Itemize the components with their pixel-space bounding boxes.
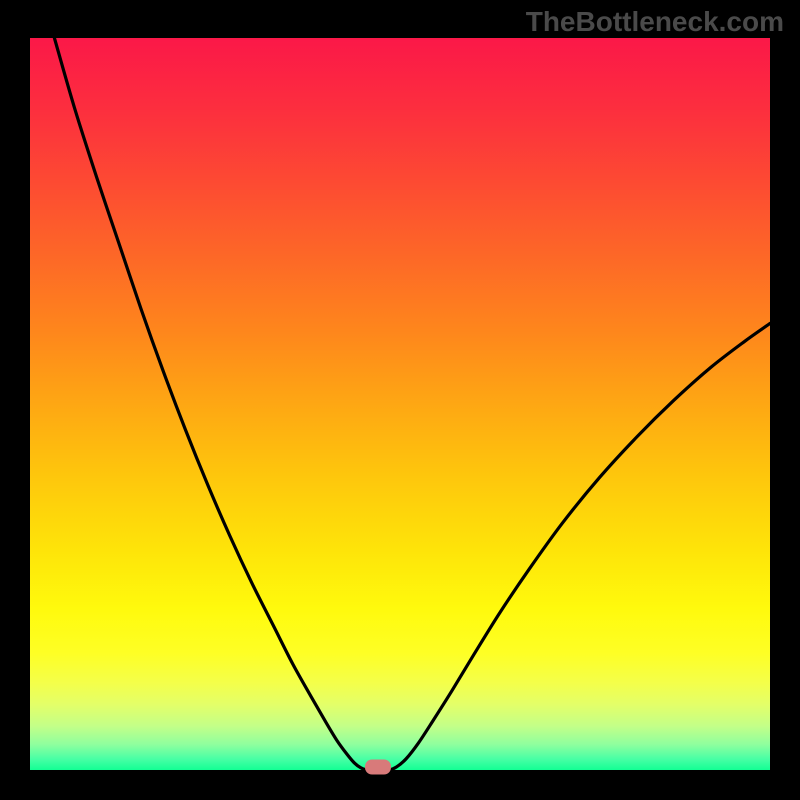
watermark-text: TheBottleneck.com	[526, 6, 784, 38]
optimal-point-marker	[365, 760, 391, 775]
bottleneck-curve	[30, 38, 770, 770]
chart-container: TheBottleneck.com	[0, 0, 800, 800]
plot-area	[30, 38, 770, 770]
